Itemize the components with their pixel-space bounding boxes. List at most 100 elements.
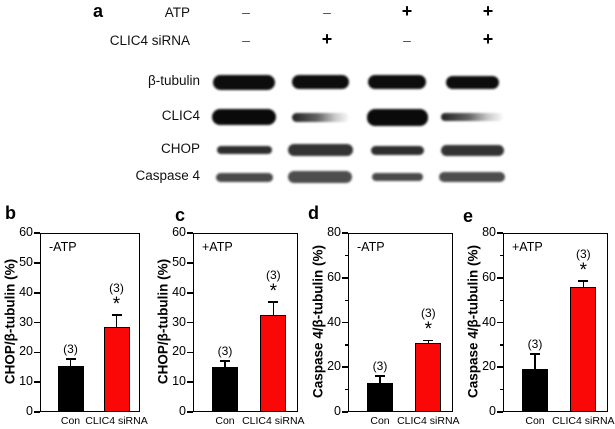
blot-band xyxy=(287,144,353,156)
blot-band xyxy=(288,171,352,183)
blot-band xyxy=(291,75,349,89)
panel-label-a: a xyxy=(93,1,104,21)
y-tick xyxy=(34,321,40,324)
bar-clic4-sirna xyxy=(415,342,442,412)
plus-sign: + xyxy=(401,1,413,21)
chart-caspase4-plus-atp: 0 20 40 60 80 +ATP Caspase 4/β-tubulin (%) (3) C… xyxy=(463,200,615,429)
y-tick-label: 30 xyxy=(19,314,33,329)
n-label: (3) xyxy=(527,336,543,351)
blot-band xyxy=(366,108,428,126)
blot-band xyxy=(212,109,276,125)
y-minor-tick xyxy=(344,299,348,301)
significance-star: * xyxy=(112,294,121,316)
condition-annotation: +ATP xyxy=(512,240,543,254)
blot-band xyxy=(445,75,499,89)
y-minor-tick xyxy=(499,299,503,301)
y-tick-label: 10 xyxy=(19,374,33,389)
error-bar xyxy=(69,358,72,366)
y-tick-label: 20 xyxy=(327,359,341,374)
y-tick-label: 0 xyxy=(334,404,341,418)
y-axis-title: CHOP/β-tubulin (%) xyxy=(2,258,18,384)
y-tick xyxy=(34,232,40,234)
blot-band xyxy=(371,173,423,181)
n-label: (3) xyxy=(265,267,281,282)
n-label: (3) xyxy=(217,344,233,359)
blot-band xyxy=(439,172,505,182)
y-axis-title: Caspase 4/β-tubulin (%) xyxy=(465,244,481,398)
error-bar xyxy=(115,315,118,327)
error-bar-cap xyxy=(220,360,231,363)
bar-con xyxy=(57,365,84,412)
y-tick xyxy=(497,232,503,234)
blot-band xyxy=(368,75,426,89)
y-minor-tick xyxy=(344,254,348,257)
minus-sign: – xyxy=(403,32,411,48)
error-bar-cap xyxy=(578,280,589,282)
blot-band xyxy=(440,144,504,156)
minus-sign: – xyxy=(242,4,250,20)
minus-sign: – xyxy=(323,4,331,20)
bar-clic4-sirna xyxy=(570,286,597,412)
n-label: (3) xyxy=(63,341,78,356)
y-tick xyxy=(342,276,348,279)
bar-con xyxy=(522,369,549,412)
y-tick xyxy=(187,232,193,234)
y-tick-label: 80 xyxy=(327,225,341,239)
y-minor-tick xyxy=(499,344,503,346)
treatment-label: ATP xyxy=(164,5,190,20)
y-tick xyxy=(342,321,348,324)
x-category-label: Con xyxy=(215,415,235,427)
chart-caspase4-minus-atp: 0 20 40 60 80 -ATP Caspase 4/β-tubulin (%) (3) C… xyxy=(308,200,463,429)
error-bar-cap xyxy=(423,339,434,342)
y-tick-label: 60 xyxy=(327,269,341,284)
n-label: (3) xyxy=(109,281,124,296)
y-tick-label: 50 xyxy=(19,254,33,269)
y-tick xyxy=(187,381,193,384)
plus-sign: + xyxy=(321,29,333,49)
y-tick xyxy=(497,411,503,413)
x-category-label: CLIC4 siRNA xyxy=(85,415,148,427)
minus-sign: – xyxy=(242,32,250,48)
y-tick xyxy=(497,366,503,369)
y-tick-label: 20 xyxy=(482,359,496,374)
condition-annotation: -ATP xyxy=(357,240,385,254)
y-tick-label: 20 xyxy=(172,344,186,359)
y-minor-tick xyxy=(344,389,348,391)
y-minor-tick xyxy=(499,389,503,391)
y-minor-tick xyxy=(344,344,348,346)
y-tick xyxy=(187,411,193,413)
panel-label-c: c xyxy=(175,205,186,225)
y-axis-title: Caspase 4/β-tubulin (%) xyxy=(310,244,326,398)
plus-sign: + xyxy=(482,29,494,49)
blot-row-label: Caspase 4 xyxy=(135,168,200,183)
plot-box xyxy=(503,233,608,412)
y-tick xyxy=(187,321,193,324)
error-bar xyxy=(379,376,381,383)
y-tick-label: 0 xyxy=(179,404,186,418)
chart-chop-plus-atp: 0 10 20 30 40 50 60 +ATP CHOP/β-tubulin (%) (3) Co… xyxy=(153,200,308,429)
y-tick xyxy=(34,262,40,264)
x-category-label: CLIC4 siRNA xyxy=(397,415,460,427)
significance-star: * xyxy=(579,260,588,282)
condition-annotation: -ATP xyxy=(49,240,77,254)
chart-chop-minus-atp: 0 10 20 30 40 50 60 -ATP CHOP/β-tubulin (%) (3) Co… xyxy=(0,200,153,429)
bar-con xyxy=(367,382,394,412)
y-tick xyxy=(342,411,348,413)
y-tick-label: 0 xyxy=(489,404,496,418)
y-tick-label: 0 xyxy=(26,404,33,418)
y-tick-label: 40 xyxy=(172,284,186,299)
bar-clic4-sirna xyxy=(103,326,130,412)
x-category-label: CLIC4 siRNA xyxy=(242,415,305,427)
plus-sign: + xyxy=(482,1,494,21)
error-bar xyxy=(427,340,430,343)
panel-label-e: e xyxy=(463,206,474,226)
y-minor-tick xyxy=(499,254,503,257)
treatment-label: CLIC4 siRNA xyxy=(109,33,190,48)
y-tick-label: 60 xyxy=(172,225,186,239)
error-bar xyxy=(224,361,226,368)
y-tick-label: 20 xyxy=(19,344,33,359)
significance-star: * xyxy=(269,280,278,302)
y-axis-title: CHOP/β-tubulin (%) xyxy=(155,258,171,384)
y-tick-label: 80 xyxy=(482,225,496,239)
